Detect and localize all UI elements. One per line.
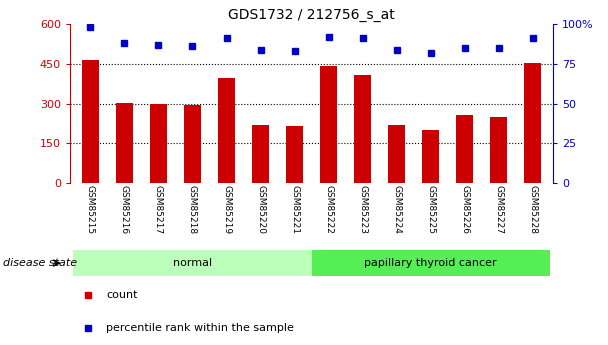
Text: GSM85227: GSM85227 [494, 185, 503, 234]
Text: GSM85216: GSM85216 [120, 185, 129, 234]
Bar [252, 125, 269, 183]
Text: GSM85219: GSM85219 [222, 185, 231, 234]
Bar [354, 75, 371, 183]
Text: GSM85225: GSM85225 [426, 185, 435, 234]
Text: GSM85222: GSM85222 [324, 185, 333, 234]
Bar [74, 250, 311, 276]
Bar [490, 117, 507, 183]
Bar [311, 250, 550, 276]
Bar [82, 60, 99, 183]
Bar [320, 66, 337, 183]
Text: normal: normal [173, 258, 212, 268]
Bar [456, 115, 473, 183]
Text: GSM85223: GSM85223 [358, 185, 367, 234]
Bar [422, 130, 439, 183]
Text: GSM85224: GSM85224 [392, 185, 401, 234]
Title: GDS1732 / 212756_s_at: GDS1732 / 212756_s_at [228, 8, 395, 22]
Text: GSM85217: GSM85217 [154, 185, 163, 234]
Text: GSM85215: GSM85215 [86, 185, 95, 234]
Text: papillary thyroid cancer: papillary thyroid cancer [364, 258, 497, 268]
Bar [150, 104, 167, 183]
Text: GSM85220: GSM85220 [256, 185, 265, 234]
Text: GSM85218: GSM85218 [188, 185, 197, 234]
Bar [286, 126, 303, 183]
Text: disease state: disease state [3, 258, 77, 268]
Bar [388, 125, 405, 183]
Text: percentile rank within the sample: percentile rank within the sample [106, 323, 294, 333]
Bar [218, 78, 235, 183]
Text: count: count [106, 290, 138, 300]
Text: GSM85221: GSM85221 [290, 185, 299, 234]
Bar [116, 103, 133, 183]
Text: GSM85226: GSM85226 [460, 185, 469, 234]
Bar [524, 63, 541, 183]
Text: GSM85228: GSM85228 [528, 185, 537, 234]
Bar [184, 105, 201, 183]
